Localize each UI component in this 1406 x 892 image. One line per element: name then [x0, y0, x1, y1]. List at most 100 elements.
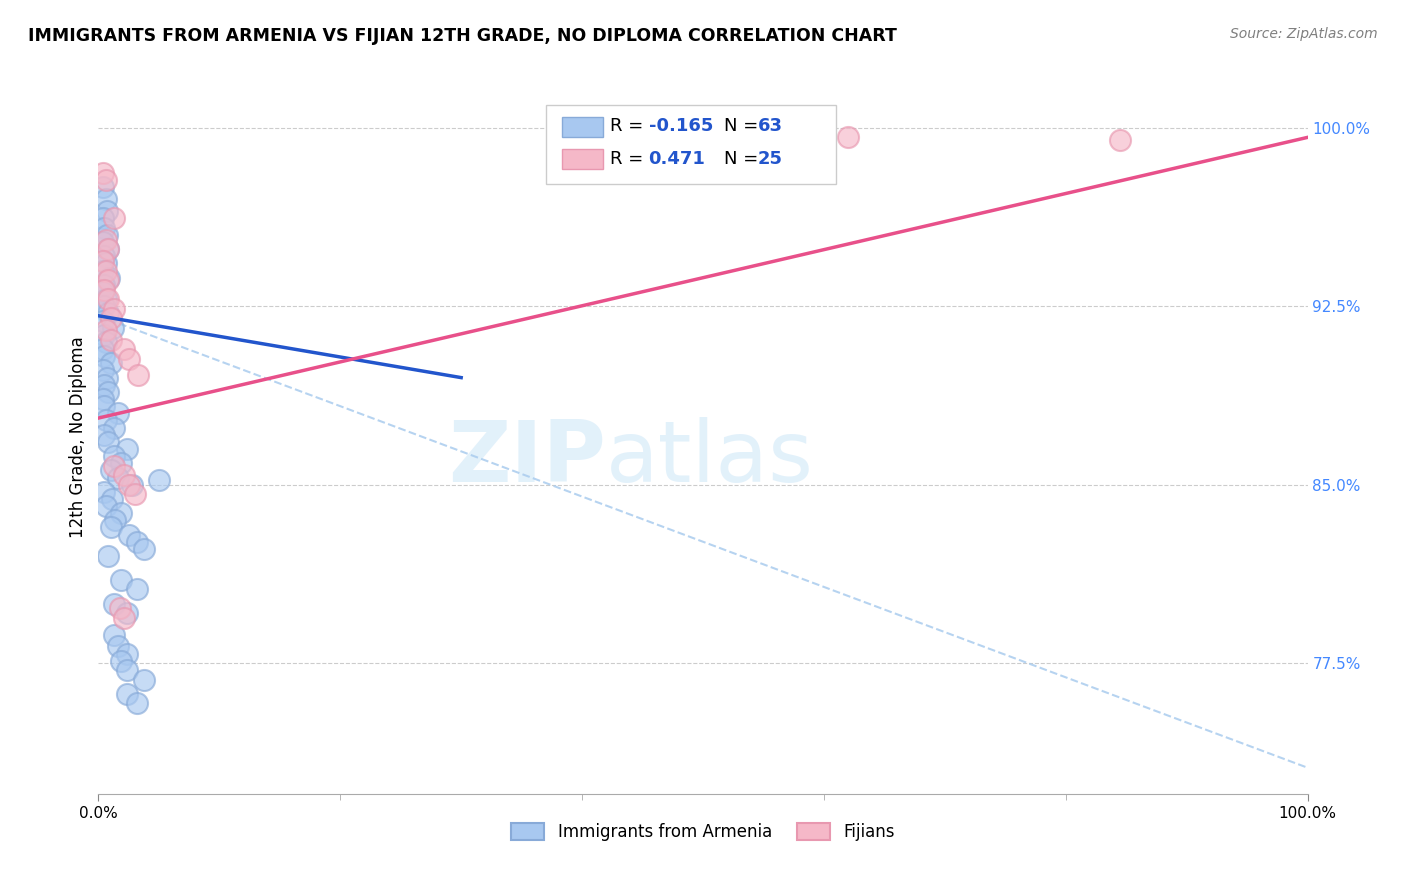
Text: N =: N =	[724, 118, 763, 136]
FancyBboxPatch shape	[561, 118, 603, 137]
Point	[93, 327, 115, 342]
Point	[97, 292, 120, 306]
Point	[127, 368, 149, 383]
Point	[96, 227, 118, 242]
Point	[117, 647, 139, 661]
Point	[93, 220, 115, 235]
Point	[112, 611, 135, 625]
Point	[93, 299, 115, 313]
Point	[100, 311, 122, 326]
Legend: Immigrants from Armenia, Fijians: Immigrants from Armenia, Fijians	[502, 815, 904, 850]
Point	[94, 173, 117, 187]
Point	[1109, 133, 1132, 147]
Text: R =: R =	[610, 118, 650, 136]
Point	[101, 320, 124, 334]
Point	[94, 233, 117, 247]
Point	[94, 256, 117, 270]
Point	[97, 434, 120, 449]
Point	[94, 323, 117, 337]
Point	[103, 301, 125, 316]
Text: -0.165: -0.165	[648, 118, 713, 136]
Point	[112, 342, 135, 356]
Text: 63: 63	[758, 118, 782, 136]
Point	[93, 377, 115, 392]
Point	[91, 313, 114, 327]
Point	[134, 541, 156, 556]
Point	[100, 463, 122, 477]
Point	[93, 283, 115, 297]
Text: N =: N =	[724, 150, 763, 169]
Point	[100, 356, 122, 370]
Point	[103, 627, 125, 641]
Point	[91, 392, 114, 406]
Point	[103, 458, 125, 473]
Point	[94, 334, 117, 349]
Point	[96, 204, 118, 219]
Point	[93, 484, 115, 499]
Text: IMMIGRANTS FROM ARMENIA VS FIJIAN 12TH GRADE, NO DIPLOMA CORRELATION CHART: IMMIGRANTS FROM ARMENIA VS FIJIAN 12TH G…	[28, 27, 897, 45]
Point	[127, 582, 149, 597]
Point	[93, 427, 115, 442]
Point	[104, 513, 127, 527]
Point	[110, 573, 132, 587]
Point	[100, 520, 122, 534]
Point	[91, 363, 114, 377]
Point	[96, 370, 118, 384]
Point	[94, 192, 117, 206]
FancyBboxPatch shape	[561, 149, 603, 169]
FancyBboxPatch shape	[546, 105, 837, 184]
Point	[91, 254, 114, 268]
Point	[107, 406, 129, 420]
Point	[124, 487, 146, 501]
Point	[103, 211, 125, 226]
Point	[97, 384, 120, 399]
Text: 25: 25	[758, 150, 782, 169]
Text: ZIP: ZIP	[449, 417, 606, 500]
Point	[148, 473, 170, 487]
Point	[91, 235, 114, 249]
Point	[93, 399, 115, 413]
Point	[110, 456, 132, 470]
Point	[117, 663, 139, 677]
Point	[91, 285, 114, 299]
Point	[91, 211, 114, 226]
Point	[94, 263, 117, 277]
Point	[107, 640, 129, 654]
Point	[94, 292, 117, 306]
Point	[93, 249, 115, 263]
Text: atlas: atlas	[606, 417, 814, 500]
Text: 0.471: 0.471	[648, 150, 706, 169]
Point	[93, 349, 115, 363]
Point	[121, 477, 143, 491]
Point	[100, 333, 122, 347]
Point	[91, 180, 114, 194]
Point	[118, 527, 141, 541]
Point	[117, 606, 139, 620]
Point	[94, 499, 117, 513]
Point	[98, 270, 121, 285]
Point	[112, 468, 135, 483]
Point	[93, 277, 115, 292]
Point	[91, 263, 114, 277]
Point	[117, 687, 139, 701]
Text: R =: R =	[610, 150, 650, 169]
Point	[134, 673, 156, 687]
Point	[97, 549, 120, 563]
Point	[103, 449, 125, 463]
Point	[97, 242, 120, 256]
Point	[110, 506, 132, 520]
Point	[127, 697, 149, 711]
Point	[91, 166, 114, 180]
Text: Source: ZipAtlas.com: Source: ZipAtlas.com	[1230, 27, 1378, 41]
Y-axis label: 12th Grade, No Diploma: 12th Grade, No Diploma	[69, 336, 87, 538]
Point	[97, 242, 120, 256]
Point	[97, 273, 120, 287]
Point	[91, 342, 114, 356]
Point	[100, 491, 122, 506]
Point	[110, 654, 132, 668]
Point	[118, 351, 141, 366]
Point	[94, 413, 117, 427]
Point	[107, 470, 129, 484]
Point	[103, 597, 125, 611]
Point	[837, 130, 859, 145]
